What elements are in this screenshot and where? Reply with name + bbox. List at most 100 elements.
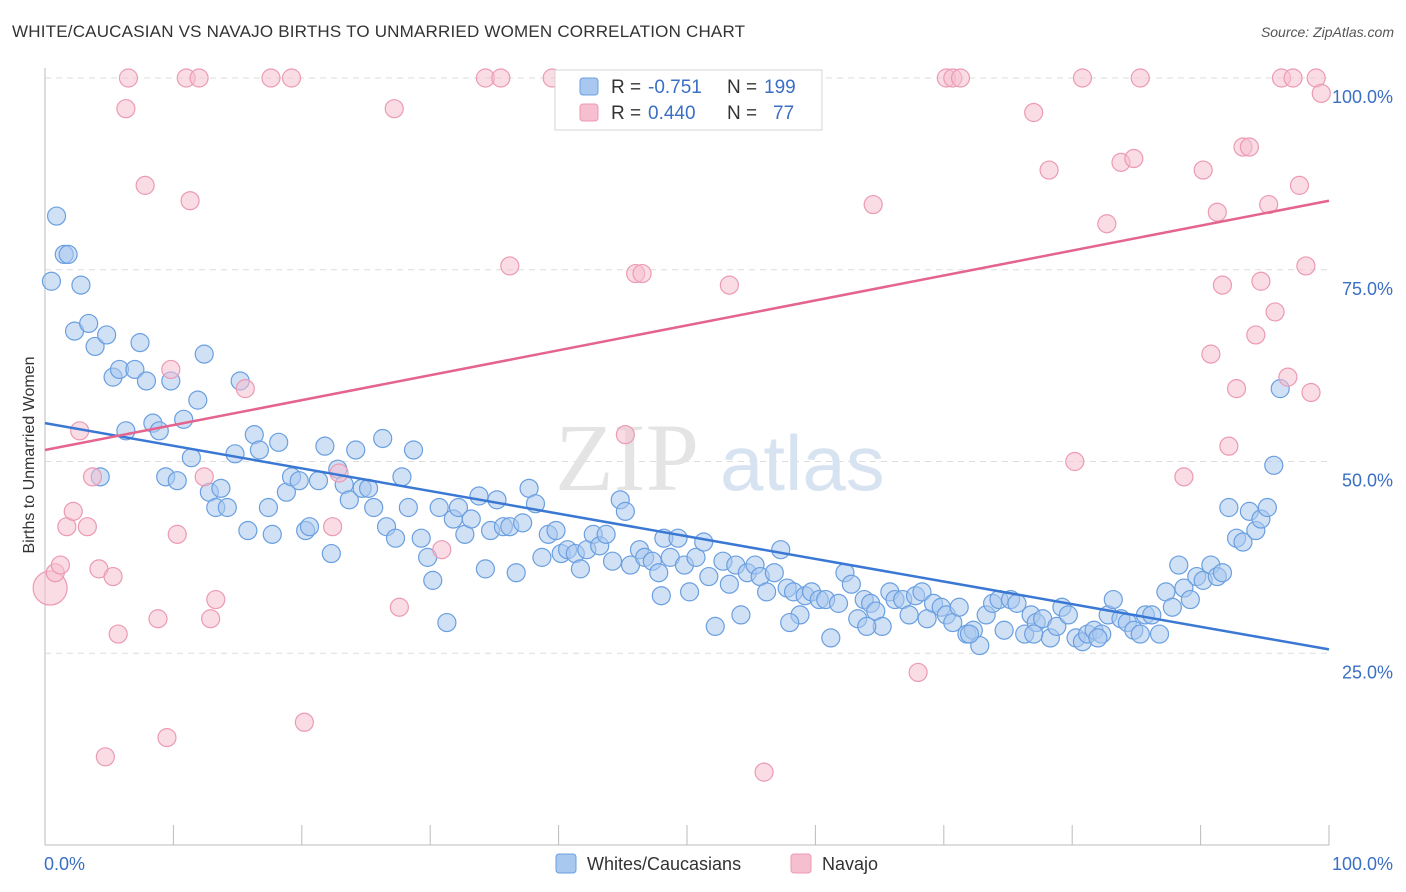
point-whites: [403, 440, 424, 460]
point-whites: [475, 559, 496, 579]
point-whites: [857, 616, 877, 637]
point-whites: [821, 628, 841, 648]
point-navajo: [1097, 214, 1117, 234]
point-navajo: [615, 425, 635, 445]
point-navajo: [432, 540, 452, 560]
legend-swatch-whites: [579, 77, 599, 96]
point-whites: [596, 524, 616, 544]
point-whites: [649, 563, 669, 583]
point-whites: [289, 471, 309, 491]
point-navajo: [1251, 271, 1271, 291]
point-whites: [615, 501, 635, 521]
stats-legend: R = -0.751 N = 199 R = 0.440 N = 77: [554, 69, 823, 131]
point-whites: [912, 582, 932, 602]
point-whites: [994, 620, 1014, 640]
legend-swatch-navajo: [579, 103, 599, 122]
point-whites: [258, 497, 279, 518]
point-whites: [1024, 624, 1044, 644]
point-whites: [1180, 589, 1200, 610]
point-whites: [959, 624, 980, 644]
point-navajo: [1072, 68, 1093, 88]
point-whites: [780, 612, 800, 633]
point-whites: [1058, 605, 1078, 625]
point-whites: [1130, 624, 1150, 644]
point-whites: [546, 520, 566, 541]
point-whites: [315, 436, 335, 456]
point-whites: [469, 486, 489, 506]
point-whites: [757, 582, 777, 602]
legend-r-label-whites: R =: [611, 77, 641, 98]
point-navajo: [1065, 451, 1085, 472]
point-whites: [570, 559, 591, 579]
point-whites: [125, 359, 145, 380]
point-whites: [398, 497, 418, 518]
trend-lines: [44, 199, 1330, 651]
point-whites: [532, 547, 552, 567]
point-whites: [299, 517, 320, 537]
point-whites: [211, 478, 231, 498]
point-navajo: [180, 191, 200, 211]
x-tick-label-max: 100.0%: [1332, 854, 1393, 874]
bottom-legend-label-navajo: Navajo: [822, 854, 878, 874]
point-navajo: [95, 747, 115, 767]
point-whites: [269, 432, 289, 452]
point-whites: [339, 490, 359, 510]
point-whites: [731, 605, 751, 625]
point-navajo: [108, 624, 128, 644]
point-navajo: [148, 609, 168, 629]
point-navajo: [116, 99, 136, 119]
legend-r-label-navajo: R =: [611, 103, 641, 124]
point-whites: [1257, 497, 1277, 518]
point-whites: [1047, 616, 1067, 637]
legend-n-value-navajo: 77: [773, 103, 794, 124]
point-navajo: [908, 662, 928, 683]
point-navajo: [500, 256, 520, 276]
point-whites: [429, 497, 449, 518]
point-navajo: [261, 68, 281, 88]
point-navajo: [384, 99, 404, 119]
point-whites: [764, 563, 784, 583]
point-whites: [1103, 589, 1123, 610]
point-whites: [705, 616, 725, 637]
point-navajo: [950, 68, 971, 88]
point-navajo: [1039, 160, 1059, 180]
y-tick-label: 50.0%: [1342, 471, 1393, 491]
point-whites: [686, 547, 706, 567]
series-legend: Whites/Caucasians Navajo: [555, 853, 878, 874]
trend-line-whites: [44, 421, 1330, 651]
point-navajo: [863, 194, 883, 215]
point-whites: [437, 612, 457, 633]
point-navajo: [1265, 302, 1285, 322]
point-navajo: [1239, 137, 1259, 157]
legend-n-label-navajo: N =: [727, 103, 757, 124]
series-navajo-points: [32, 68, 1331, 782]
trend-line-navajo: [44, 199, 1330, 452]
point-navajo: [201, 609, 221, 629]
point-navajo: [103, 566, 123, 587]
point-navajo: [1311, 83, 1331, 103]
point-whites: [513, 513, 533, 533]
x-tick-label-min: 0.0%: [44, 854, 85, 874]
bottom-legend-swatch-navajo: [790, 853, 812, 874]
point-navajo: [323, 517, 343, 537]
point-whites: [41, 271, 62, 291]
point-navajo: [1207, 202, 1227, 222]
point-navajo: [1283, 68, 1303, 88]
point-whites: [668, 528, 688, 548]
point-whites: [1264, 455, 1284, 475]
point-whites: [262, 524, 282, 544]
point-whites: [85, 336, 105, 357]
point-whites: [346, 440, 366, 460]
point-whites: [225, 444, 245, 464]
point-navajo: [206, 589, 226, 610]
point-navajo: [719, 275, 739, 295]
point-whites: [130, 333, 150, 353]
point-navajo: [1296, 256, 1316, 276]
point-whites: [321, 543, 341, 564]
point-navajo: [63, 501, 83, 521]
point-whites: [79, 313, 99, 334]
point-whites: [423, 570, 443, 590]
point-whites: [385, 528, 406, 548]
point-whites: [841, 574, 861, 594]
point-whites: [194, 344, 214, 364]
